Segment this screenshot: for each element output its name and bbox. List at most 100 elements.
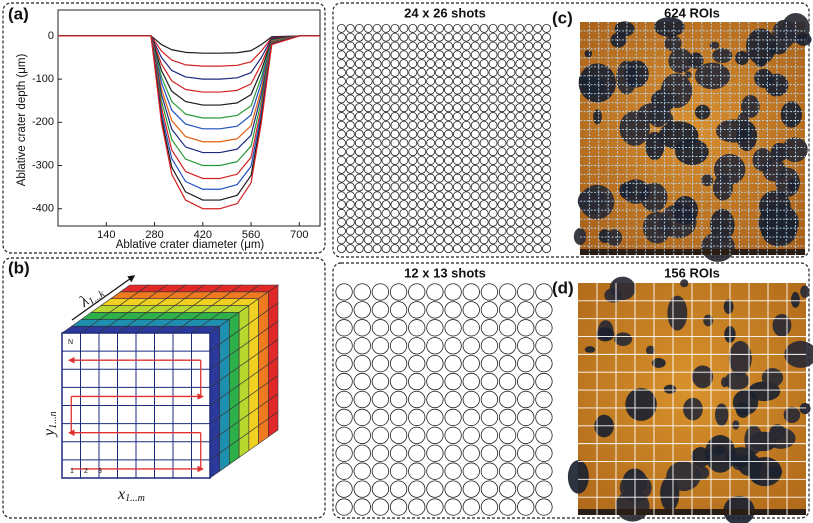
- line-series: [58, 35, 320, 167]
- shot: [488, 41, 498, 51]
- shot: [345, 164, 355, 174]
- shot: [498, 462, 517, 480]
- shot: [399, 208, 409, 218]
- shot: [444, 191, 453, 201]
- shot: [390, 41, 400, 51]
- shot: [435, 191, 444, 201]
- shot: [461, 129, 471, 139]
- shot: [435, 244, 444, 254]
- shot: [535, 355, 553, 373]
- shot: [498, 301, 517, 319]
- shot: [337, 191, 346, 201]
- line-series: [58, 35, 320, 143]
- line-series: [58, 35, 320, 80]
- shot: [542, 147, 551, 157]
- shot: [426, 85, 436, 95]
- shot: [408, 129, 418, 139]
- dark-phase: [693, 466, 710, 480]
- shot: [470, 208, 480, 218]
- shot: [390, 23, 400, 33]
- shot: [524, 112, 534, 121]
- shot: [444, 156, 453, 165]
- shot: [371, 319, 390, 337]
- dark-phase: [790, 291, 800, 308]
- shot: [390, 156, 400, 165]
- shot: [354, 120, 364, 130]
- shot: [517, 319, 535, 337]
- shot: [354, 208, 364, 218]
- shot: [435, 164, 444, 174]
- shot: [462, 498, 480, 516]
- shot: [390, 129, 400, 139]
- shot: [345, 50, 355, 60]
- x-tick-label: 700: [290, 229, 308, 241]
- shot: [426, 103, 436, 113]
- shot: [354, 235, 364, 245]
- shot: [399, 200, 409, 210]
- shot: [452, 67, 462, 77]
- shot: [337, 226, 346, 236]
- shot: [389, 444, 408, 462]
- shot: [345, 235, 355, 245]
- shot: [408, 408, 426, 427]
- shot: [371, 498, 390, 516]
- shot: [390, 59, 400, 69]
- shot: [354, 85, 364, 95]
- shot: [399, 85, 409, 95]
- shot: [515, 120, 525, 130]
- shot: [524, 208, 534, 218]
- shot: [479, 208, 489, 218]
- shot: [390, 112, 400, 121]
- shot: [354, 103, 364, 113]
- shot: [381, 200, 391, 210]
- shot: [354, 112, 364, 121]
- shot: [435, 156, 444, 165]
- shot: [354, 226, 364, 236]
- shot: [408, 283, 426, 301]
- shot: [399, 129, 409, 139]
- shot: [542, 226, 551, 236]
- shot: [524, 200, 534, 210]
- shot: [452, 173, 462, 183]
- shot: [353, 390, 371, 409]
- shot: [417, 67, 427, 77]
- scan-corner: N: [68, 339, 73, 346]
- shot: [354, 59, 364, 69]
- shot: [335, 372, 353, 391]
- shot: [353, 444, 371, 462]
- shot: [337, 147, 346, 157]
- dark-phase: [579, 184, 615, 220]
- shot: [452, 138, 462, 148]
- dark-phase: [604, 287, 623, 303]
- shot: [345, 112, 355, 121]
- shot: [488, 76, 498, 86]
- shot: [345, 32, 355, 42]
- shot: [426, 217, 436, 227]
- shot: [452, 147, 462, 157]
- shot: [444, 32, 453, 42]
- shot: [533, 147, 543, 157]
- shot: [408, 112, 418, 121]
- shot: [417, 235, 427, 245]
- shot: [337, 50, 346, 60]
- shot: [363, 120, 373, 130]
- shot: [345, 103, 355, 113]
- shot: [535, 408, 553, 427]
- shot: [452, 129, 462, 139]
- shot: [381, 103, 391, 113]
- dark-phase: [642, 211, 672, 244]
- shot: [498, 355, 517, 373]
- dark-phase: [752, 148, 773, 172]
- shot: [337, 103, 346, 113]
- shot: [408, 191, 418, 201]
- shot: [381, 41, 391, 51]
- shot: [479, 50, 489, 60]
- shot: [524, 173, 534, 183]
- shot: [462, 283, 480, 301]
- shot: [542, 50, 551, 60]
- x-symbol: x: [117, 486, 125, 503]
- shot: [372, 147, 382, 157]
- shot: [372, 129, 382, 139]
- shot: [479, 244, 489, 254]
- shot: [426, 337, 444, 355]
